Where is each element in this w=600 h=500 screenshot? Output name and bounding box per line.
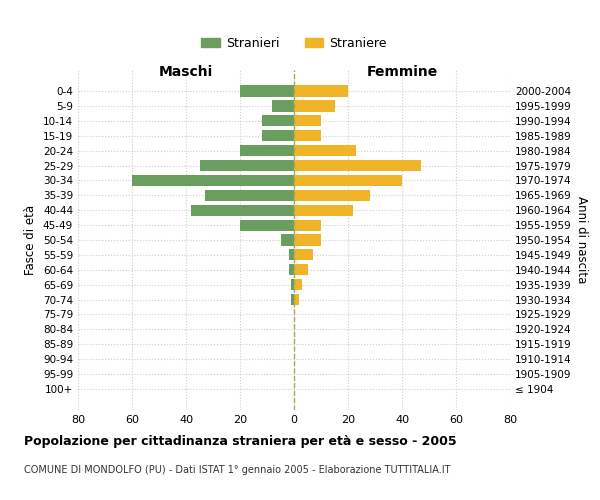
Bar xyxy=(294,145,356,156)
Bar xyxy=(262,130,294,141)
Bar xyxy=(240,145,294,156)
Bar xyxy=(294,190,370,201)
Legend: Stranieri, Straniere: Stranieri, Straniere xyxy=(196,32,392,55)
Bar xyxy=(281,234,294,246)
Bar xyxy=(294,234,321,246)
Bar xyxy=(240,220,294,230)
Text: COMUNE DI MONDOLFO (PU) - Dati ISTAT 1° gennaio 2005 - Elaborazione TUTTITALIA.I: COMUNE DI MONDOLFO (PU) - Dati ISTAT 1° … xyxy=(24,465,451,475)
Bar xyxy=(294,100,335,112)
Bar xyxy=(294,175,402,186)
Bar xyxy=(191,204,294,216)
Bar xyxy=(292,294,294,305)
Bar xyxy=(132,175,294,186)
Bar xyxy=(289,264,294,276)
Bar xyxy=(289,250,294,260)
Bar xyxy=(199,160,294,171)
Bar xyxy=(262,115,294,126)
Y-axis label: Fasce di età: Fasce di età xyxy=(25,205,37,275)
Y-axis label: Anni di nascita: Anni di nascita xyxy=(575,196,588,284)
Bar xyxy=(292,279,294,290)
Bar xyxy=(294,220,321,230)
Bar xyxy=(272,100,294,112)
Bar xyxy=(294,250,313,260)
Bar xyxy=(240,86,294,96)
Bar xyxy=(294,115,321,126)
Text: Popolazione per cittadinanza straniera per età e sesso - 2005: Popolazione per cittadinanza straniera p… xyxy=(24,435,457,448)
Bar xyxy=(205,190,294,201)
Text: Femmine: Femmine xyxy=(367,65,437,79)
Text: Maschi: Maschi xyxy=(159,65,213,79)
Bar xyxy=(294,294,299,305)
Bar xyxy=(294,264,308,276)
Bar xyxy=(294,204,353,216)
Bar xyxy=(294,130,321,141)
Bar xyxy=(294,160,421,171)
Bar xyxy=(294,86,348,96)
Bar xyxy=(294,279,302,290)
